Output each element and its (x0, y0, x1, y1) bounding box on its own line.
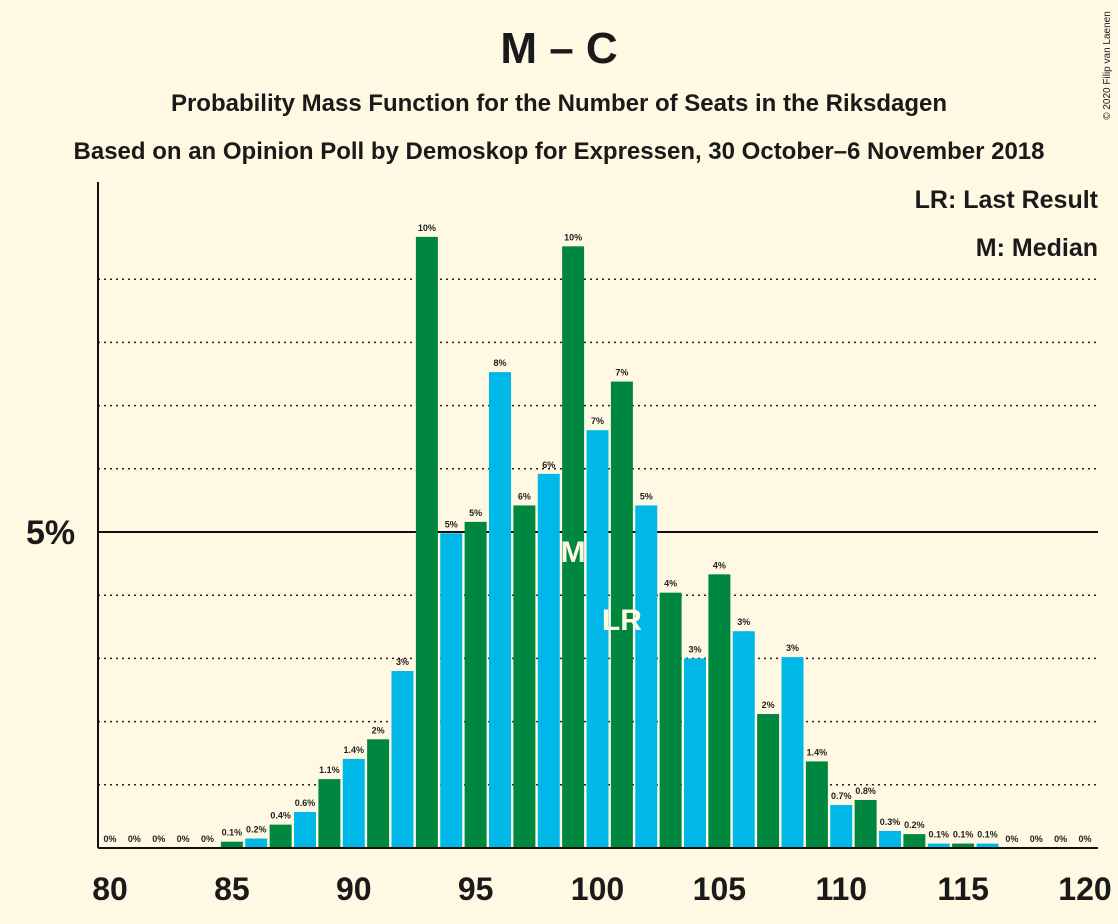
bar-seat-110 (830, 805, 853, 848)
bar-seat-114 (927, 843, 950, 848)
bar-label-111: 0.8% (855, 786, 876, 796)
bar-seat-95 (464, 521, 487, 848)
bar-seat-91 (367, 739, 390, 848)
bar-label-120: 0% (1078, 834, 1091, 844)
bar-seat-98 (537, 473, 560, 848)
bar-label-82: 0% (152, 834, 165, 844)
bar-label-80: 0% (103, 834, 116, 844)
bar-seat-89 (318, 779, 341, 848)
bar-seat-88 (294, 811, 316, 848)
bar-label-105: 4% (713, 560, 726, 570)
bar-seat-90 (342, 758, 365, 848)
bar-seat-92 (391, 671, 414, 848)
bar-seat-109 (805, 761, 828, 848)
chart-subtitle: Probability Mass Function for the Number… (170, 90, 948, 117)
bar-seat-104 (684, 658, 706, 848)
bar-label-94: 5% (445, 519, 458, 529)
bar-label-86: 0.2% (246, 825, 267, 835)
chart-title: M – C (500, 24, 618, 73)
x-tick-label-105: 105 (693, 871, 746, 907)
bar-label-118: 0% (1030, 834, 1043, 844)
x-tick-label-85: 85 (214, 871, 250, 907)
x-tick-label-100: 100 (571, 871, 624, 907)
bar-seat-101 (610, 381, 633, 848)
bar-label-116: 0.1% (977, 830, 998, 840)
legend-last-result: LR: Last Result (914, 186, 1098, 214)
bar-seat-106 (732, 631, 755, 848)
x-tick-label-95: 95 (458, 871, 494, 907)
bar-label-92: 3% (396, 657, 409, 667)
marker-m: M (561, 536, 586, 569)
bar-label-87: 0.4% (270, 811, 291, 821)
bar-label-88: 0.6% (295, 798, 316, 808)
x-tick-label-110: 110 (815, 871, 867, 907)
bar-label-93: 10% (418, 223, 436, 233)
bar-label-107: 2% (762, 700, 775, 710)
bar-label-90: 1.4% (343, 745, 364, 755)
bar-label-109: 1.4% (807, 747, 828, 757)
bar-label-81: 0% (128, 834, 141, 844)
bar-label-110: 0.7% (831, 791, 852, 801)
bar-label-100: 7% (591, 416, 604, 426)
bar-label-89: 1.1% (319, 765, 340, 775)
bar-label-103: 4% (664, 579, 677, 589)
bar-label-119: 0% (1054, 834, 1067, 844)
bar-seat-100 (586, 430, 609, 848)
bar-seat-116 (976, 843, 999, 848)
y-tick-label-5pct: 5% (26, 514, 75, 552)
legend-median: M: Median (975, 234, 1098, 262)
bar-seat-111 (854, 799, 877, 848)
bar-label-91: 2% (372, 725, 385, 735)
bar-seat-107 (757, 714, 780, 848)
bar-seat-103 (659, 592, 682, 848)
bar-label-97: 6% (518, 491, 531, 501)
x-tick-label-90: 90 (336, 871, 372, 907)
bar-label-102: 5% (640, 491, 653, 501)
bar-label-113: 0.2% (904, 820, 925, 830)
x-tick-label-115: 115 (937, 871, 989, 907)
bar-label-117: 0% (1005, 834, 1018, 844)
bar-label-112: 0.3% (880, 817, 901, 827)
bar-seat-102 (635, 505, 658, 848)
bar-seat-108 (781, 657, 804, 848)
bar-label-83: 0% (177, 834, 190, 844)
bar-seat-93 (415, 236, 438, 848)
bar-seat-115 (952, 843, 975, 848)
bar-label-98: 6% (542, 460, 555, 470)
bar-seat-97 (513, 505, 536, 848)
bar-seat-105 (708, 574, 731, 848)
bar-seat-86 (245, 838, 268, 848)
x-tick-label-120: 120 (1058, 871, 1111, 907)
bar-seat-113 (903, 834, 926, 848)
bar-label-104: 3% (688, 644, 701, 654)
bar-label-99: 10% (564, 232, 582, 242)
bar-label-101: 7% (615, 368, 628, 378)
marker-lr: LR (602, 604, 642, 637)
bar-seat-87 (269, 824, 292, 848)
bar-seat-94 (440, 533, 463, 848)
bar-label-108: 3% (786, 643, 799, 653)
chart-subtitle-source: Based on an Opinion Poll by Demoskop for… (73, 138, 1045, 165)
bar-seat-85 (220, 841, 243, 848)
bar-label-84: 0% (201, 834, 214, 844)
bar-label-95: 5% (469, 508, 482, 518)
bar-label-85: 0.1% (222, 828, 243, 838)
bar-label-106: 3% (737, 617, 750, 627)
x-tick-label-80: 80 (92, 871, 128, 907)
bar-label-115: 0.1% (953, 830, 974, 840)
bar-seat-112 (879, 830, 901, 848)
bar-seat-96 (489, 372, 511, 848)
bar-seat-99 (562, 246, 585, 848)
bar-label-114: 0.1% (928, 830, 949, 840)
bar-label-96: 8% (493, 358, 506, 368)
